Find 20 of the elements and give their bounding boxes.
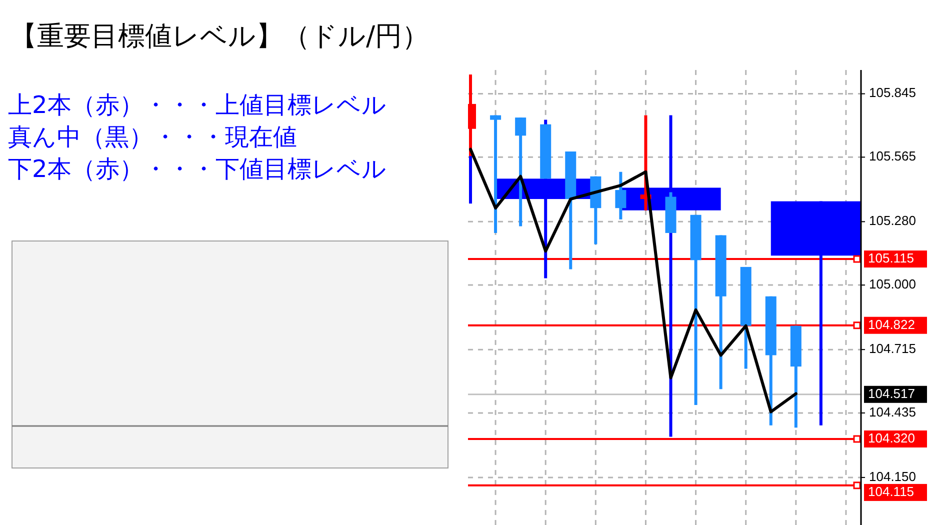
y-tick-label: 104.715 (869, 341, 916, 356)
y-tick-label: 105.280 (869, 213, 916, 228)
y-tick-label: 105.000 (869, 276, 916, 292)
y-tick-label: 104.150 (869, 468, 916, 484)
ref-line-label: 104.822 (868, 316, 915, 332)
ref-line-label: 105.115 (868, 250, 914, 266)
ref-line-label: 104.320 (868, 430, 915, 446)
candlestick (490, 115, 502, 233)
text: 真ん中（黒）・・・現在値 (8, 123, 297, 151)
candlestick (615, 172, 626, 220)
ref-line-label: 104.517 (868, 386, 915, 401)
y-tick-label: 105.565 (869, 148, 916, 164)
candlestick (515, 118, 526, 226)
text: 下2本（赤）・・・下値目標レベル (8, 155, 386, 183)
text: 上2本（赤）・・・上値目標レベル (8, 91, 386, 119)
y-tick-label: 105.845 (869, 85, 916, 100)
y-tick-label: 104.435 (869, 404, 916, 420)
line-series (469, 148, 798, 414)
ref-line-label: 104.115 (868, 484, 914, 499)
text: 【重要目標値レベル】（ドル/円） (10, 21, 430, 52)
